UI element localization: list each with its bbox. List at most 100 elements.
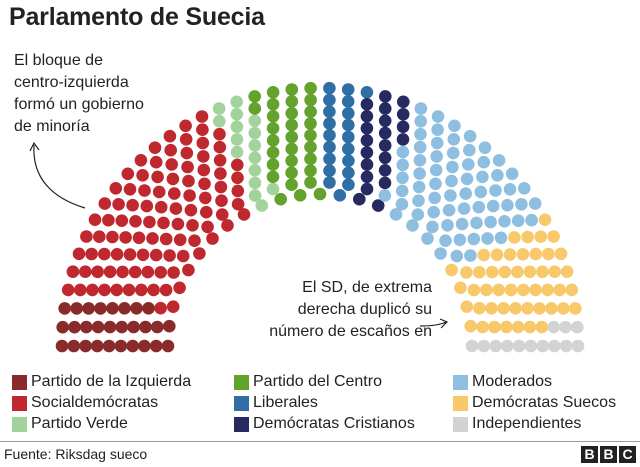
seat-socialdemocratas	[200, 205, 213, 219]
source-text: Fuente: Riksdag sueco	[4, 446, 148, 462]
seat-moderados	[472, 200, 486, 214]
legend-label: Moderados	[472, 373, 553, 390]
seat-moderados	[462, 158, 475, 171]
seat-democratas-suecos	[557, 302, 570, 315]
bbc-logo-letter: B	[581, 446, 598, 463]
seat-partido-de-la-izquierda	[103, 320, 117, 334]
seat-partido-verde	[230, 145, 244, 159]
seat-partido-verde	[248, 114, 262, 128]
seat-socialdemocratas	[152, 185, 166, 199]
seat-democratas-suecos	[523, 265, 537, 279]
seat-democratas-cristianos	[360, 170, 374, 184]
seat-democratas-cristianos	[360, 122, 374, 135]
seat-moderados	[444, 189, 457, 202]
seat-independientes	[524, 339, 538, 353]
seat-partido-de-la-izquierda	[102, 339, 116, 353]
seat-socialdemocratas	[163, 249, 176, 262]
seat-independientes	[571, 339, 585, 353]
seat-socialdemocratas	[214, 167, 227, 180]
seat-democratas-suecos	[542, 247, 555, 261]
seat-socialdemocratas	[215, 208, 229, 221]
seat-socialdemocratas	[85, 247, 98, 261]
seat-partido-de-la-izquierda	[139, 320, 152, 334]
bbc-logo-letter: B	[600, 446, 617, 463]
seat-partido-de-la-izquierda	[151, 320, 164, 334]
seat-socialdemocratas	[182, 263, 195, 277]
seat-socialdemocratas	[88, 213, 102, 226]
seat-socialdemocratas	[112, 198, 125, 211]
legend-item-liberales: Liberales	[234, 393, 318, 413]
seat-liberales	[323, 105, 336, 118]
annotation-right-line: número de escaños en	[269, 323, 432, 340]
seat-democratas-suecos	[509, 302, 522, 315]
seat-socialdemocratas	[169, 202, 183, 215]
seat-socialdemocratas	[221, 219, 234, 232]
seat-democratas-cristianos	[378, 151, 392, 165]
seat-moderados	[528, 197, 542, 210]
seat-partido-del-centro	[304, 152, 317, 166]
seat-independientes	[501, 339, 514, 353]
seat-liberales	[323, 117, 336, 130]
seat-socialdemocratas	[237, 208, 251, 221]
seat-partido-verde	[255, 199, 269, 212]
seat-democratas-cristianos	[360, 158, 374, 171]
seat-socialdemocratas	[184, 203, 198, 217]
seat-moderados	[413, 154, 427, 167]
seat-socialdemocratas	[195, 110, 209, 123]
seat-partido-verde	[230, 133, 244, 146]
seat-partido-verde	[213, 115, 226, 128]
seat-democratas-suecos	[490, 248, 504, 262]
seat-liberales	[360, 86, 374, 99]
seat-socialdemocratas	[182, 174, 195, 188]
seat-socialdemocratas	[196, 123, 209, 136]
seat-democratas-suecos	[480, 283, 493, 297]
seat-moderados	[489, 184, 502, 197]
seat-partido-de-la-izquierda	[138, 339, 151, 353]
annotation-left: El bloque de centro-izquierda formó un g…	[14, 50, 164, 138]
seat-partido-del-centro	[266, 98, 280, 111]
seat-socialdemocratas	[119, 231, 132, 244]
seat-socialdemocratas	[79, 265, 92, 279]
seat-socialdemocratas	[136, 169, 149, 182]
seat-moderados	[455, 217, 469, 231]
seat-moderados	[515, 198, 528, 211]
seat-socialdemocratas	[93, 230, 106, 243]
seat-moderados	[470, 216, 483, 230]
seat-liberales	[323, 164, 336, 177]
seat-partido-del-centro	[266, 110, 280, 123]
seat-moderados	[494, 231, 508, 245]
seat-socialdemocratas	[106, 230, 119, 244]
seat-partido-del-centro	[304, 81, 317, 95]
seat-partido-del-centro	[266, 158, 280, 171]
seat-democratas-cristianos	[378, 114, 392, 128]
seat-independientes	[477, 339, 491, 353]
seat-partido-del-centro	[293, 189, 307, 202]
seat-moderados	[395, 197, 409, 211]
seat-partido-del-centro	[285, 166, 298, 180]
bbc-logo: B B C	[581, 446, 636, 463]
seat-partido-del-centro	[304, 129, 317, 142]
seat-democratas-suecos	[454, 281, 467, 295]
seat-socialdemocratas	[138, 184, 151, 197]
legend-item-independientes: Independientes	[453, 414, 581, 434]
seat-partido-de-la-izquierda	[91, 320, 105, 334]
seat-democratas-suecos	[485, 265, 499, 279]
seat-partido-de-la-izquierda	[149, 339, 163, 353]
seat-partido-del-centro	[266, 122, 280, 135]
seat-democratas-suecos	[560, 265, 574, 279]
seat-democratas-suecos	[445, 263, 458, 277]
seat-partido-verde	[248, 126, 262, 140]
seat-partido-de-la-izquierda	[163, 319, 176, 333]
seat-socialdemocratas	[143, 215, 156, 229]
seat-partido-de-la-izquierda	[55, 339, 69, 353]
legend-label: Demócratas Cristianos	[253, 415, 415, 432]
seat-democratas-suecos	[460, 300, 474, 314]
seat-democratas-suecos	[467, 283, 481, 297]
seat-socialdemocratas	[168, 187, 181, 200]
seat-democratas-suecos	[485, 302, 498, 315]
seat-socialdemocratas	[213, 154, 227, 167]
seat-moderados	[434, 247, 447, 260]
seat-independientes	[547, 320, 560, 334]
seat-socialdemocratas	[196, 136, 210, 150]
seat-democratas-suecos	[497, 302, 510, 315]
